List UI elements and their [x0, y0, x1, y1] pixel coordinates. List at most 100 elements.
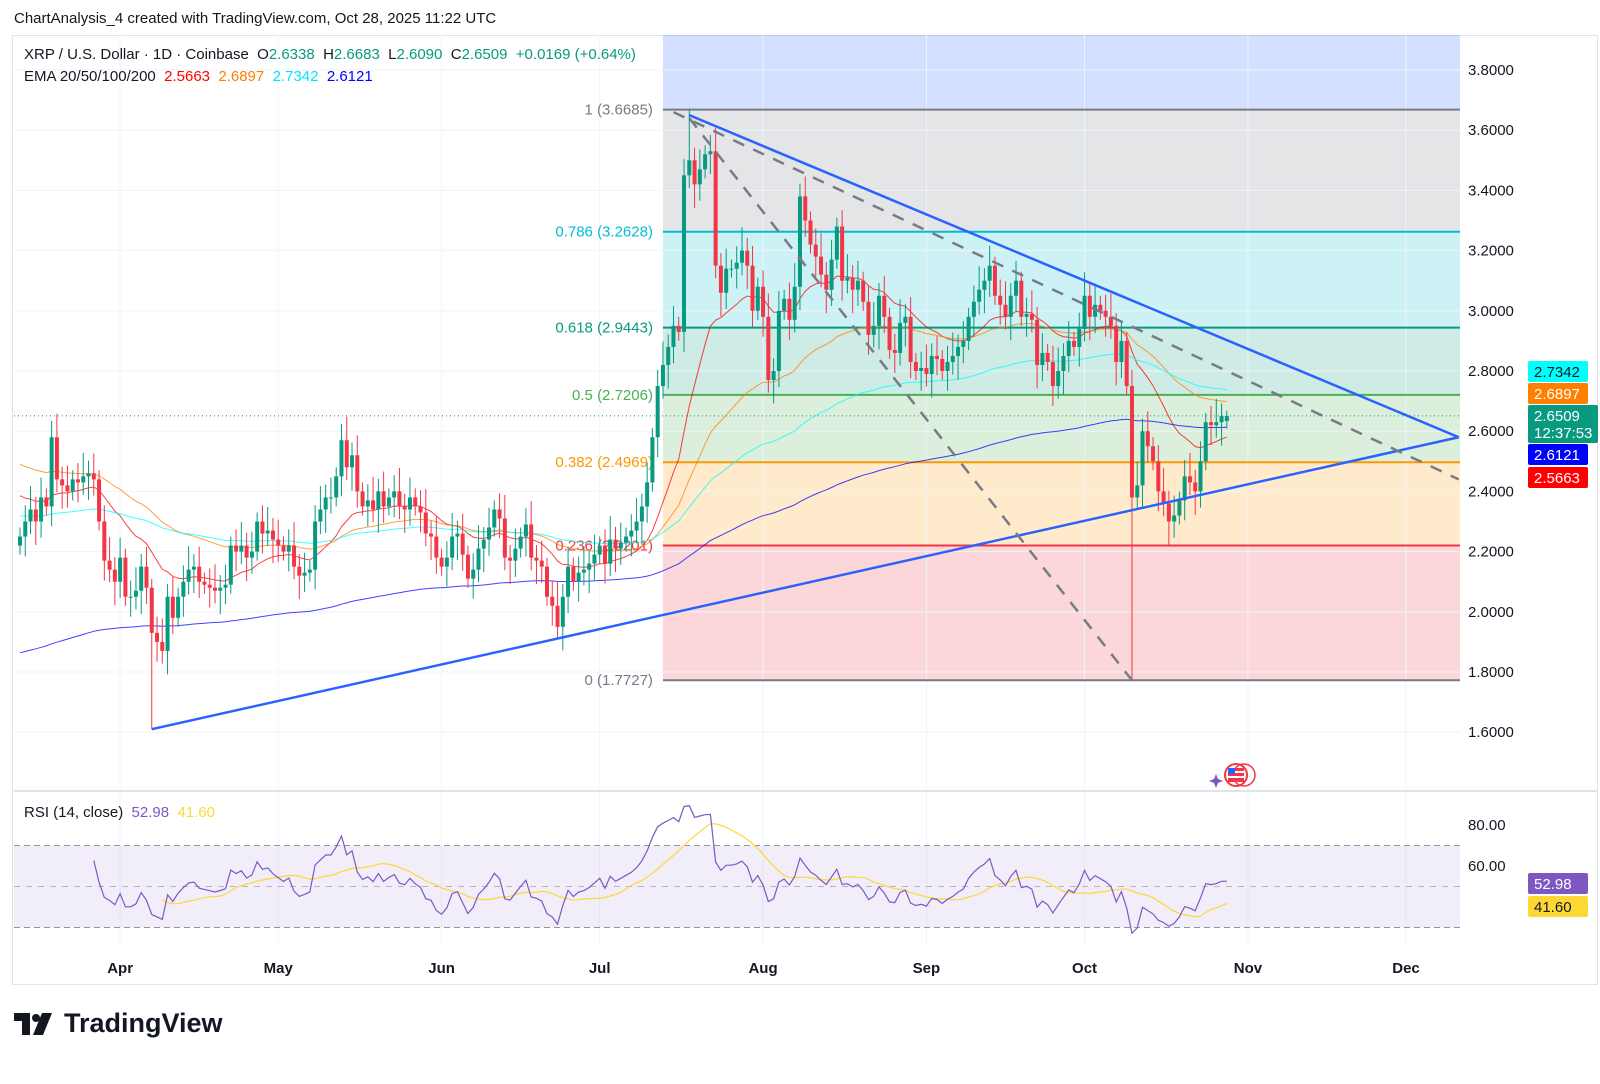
- logo-text: TradingView: [64, 1008, 223, 1038]
- price-label-2.5663: 2.5663: [1528, 467, 1588, 488]
- us-flag-economic-event-icon[interactable]: [1209, 763, 1256, 788]
- fib-zone: [662, 109, 1460, 232]
- candle: [992, 256, 997, 305]
- candle: [1050, 345, 1055, 406]
- candle-body: [197, 566, 202, 582]
- rsi-tick: 80.00: [1468, 817, 1506, 834]
- candle: [413, 488, 418, 516]
- candle: [518, 527, 523, 558]
- candle: [703, 145, 708, 179]
- candle-body: [1045, 352, 1050, 362]
- open-label: O: [257, 46, 269, 63]
- candle-body: [1161, 491, 1166, 504]
- candle: [270, 517, 275, 564]
- price-label-text: 2.6509: [1534, 408, 1580, 425]
- candle: [1077, 312, 1082, 367]
- candle-body: [365, 500, 370, 507]
- candle-body: [929, 355, 934, 375]
- candle-body: [355, 455, 360, 492]
- candle-body: [1214, 422, 1219, 426]
- candle-body: [502, 518, 507, 558]
- candle: [1187, 452, 1192, 496]
- candle-body: [571, 566, 576, 582]
- rsi-title[interactable]: RSI (14, close): [24, 804, 124, 821]
- candle-body: [934, 355, 939, 359]
- fib-label: 0.5 (2.7206): [572, 387, 653, 404]
- candle-body: [276, 539, 281, 546]
- candle: [1193, 469, 1198, 515]
- candle-body: [228, 545, 233, 585]
- candle-body: [313, 521, 318, 570]
- candle: [455, 520, 460, 561]
- candle: [54, 413, 59, 493]
- candle-body: [513, 548, 518, 561]
- ema50-value: 2.6897: [218, 68, 265, 85]
- candle-body: [808, 220, 813, 245]
- candle: [418, 490, 423, 533]
- candle: [160, 618, 165, 664]
- candle-body: [270, 530, 275, 540]
- candle: [956, 334, 961, 380]
- candle-body: [845, 277, 850, 281]
- price-label-text: 2.5663: [1534, 470, 1580, 487]
- candle-body: [523, 524, 528, 537]
- candle-body: [60, 479, 65, 486]
- candle-body: [1050, 361, 1055, 387]
- candle-body: [1198, 461, 1203, 492]
- candle-body: [629, 530, 634, 537]
- candle-body: [1040, 352, 1045, 365]
- candle: [566, 546, 571, 614]
- candle: [128, 580, 133, 617]
- candle: [782, 289, 787, 320]
- candle-body: [1019, 280, 1024, 317]
- candle-body: [407, 497, 412, 510]
- candle: [755, 277, 760, 320]
- candle-body: [1098, 304, 1103, 311]
- candle-body: [729, 268, 734, 270]
- open-value: 2.6338: [268, 46, 315, 63]
- candle: [734, 246, 739, 289]
- price-tick: 2.6000: [1468, 423, 1514, 440]
- candle: [618, 522, 623, 565]
- candle-body: [745, 250, 750, 266]
- candle: [1203, 413, 1208, 471]
- candle: [908, 296, 913, 379]
- candle: [81, 452, 86, 496]
- candle: [307, 560, 312, 582]
- candle-body: [350, 455, 355, 468]
- candle-body: [281, 545, 286, 552]
- candle-body: [376, 491, 381, 510]
- candle: [202, 572, 207, 594]
- candle-body: [118, 557, 123, 582]
- price-tick: 2.8000: [1468, 363, 1514, 380]
- candle: [86, 460, 91, 500]
- candle: [502, 495, 507, 571]
- candle-body: [1014, 280, 1019, 296]
- ema20-value: 2.5663: [164, 68, 211, 85]
- candle: [1103, 294, 1108, 337]
- candle: [1209, 405, 1214, 446]
- symbol-title[interactable]: XRP / U.S. Dollar · 1D · Coinbase: [24, 46, 249, 63]
- candle: [465, 545, 470, 588]
- candle-body: [829, 259, 834, 290]
- candle: [1061, 343, 1066, 395]
- tradingview-logo[interactable]: TradingView: [14, 1008, 223, 1039]
- tradingview-logo-icon: [14, 1012, 52, 1035]
- candle-body: [460, 533, 465, 555]
- candle-body: [481, 539, 486, 549]
- candle: [265, 507, 270, 547]
- candle-body: [545, 566, 549, 597]
- candle-body: [750, 265, 755, 311]
- candle: [460, 513, 465, 571]
- rsi-tick: 60.00: [1468, 858, 1506, 875]
- ema-legend: EMA 20/50/100/200 2.5663 2.6897 2.7342 2…: [24, 68, 373, 85]
- candle-body: [903, 316, 908, 323]
- ema-title[interactable]: EMA 20/50/100/200: [24, 68, 156, 85]
- candle-body: [608, 539, 613, 564]
- candle-body: [1151, 446, 1156, 462]
- candle: [945, 345, 950, 391]
- candle: [1024, 297, 1029, 337]
- candle-body: [202, 581, 207, 585]
